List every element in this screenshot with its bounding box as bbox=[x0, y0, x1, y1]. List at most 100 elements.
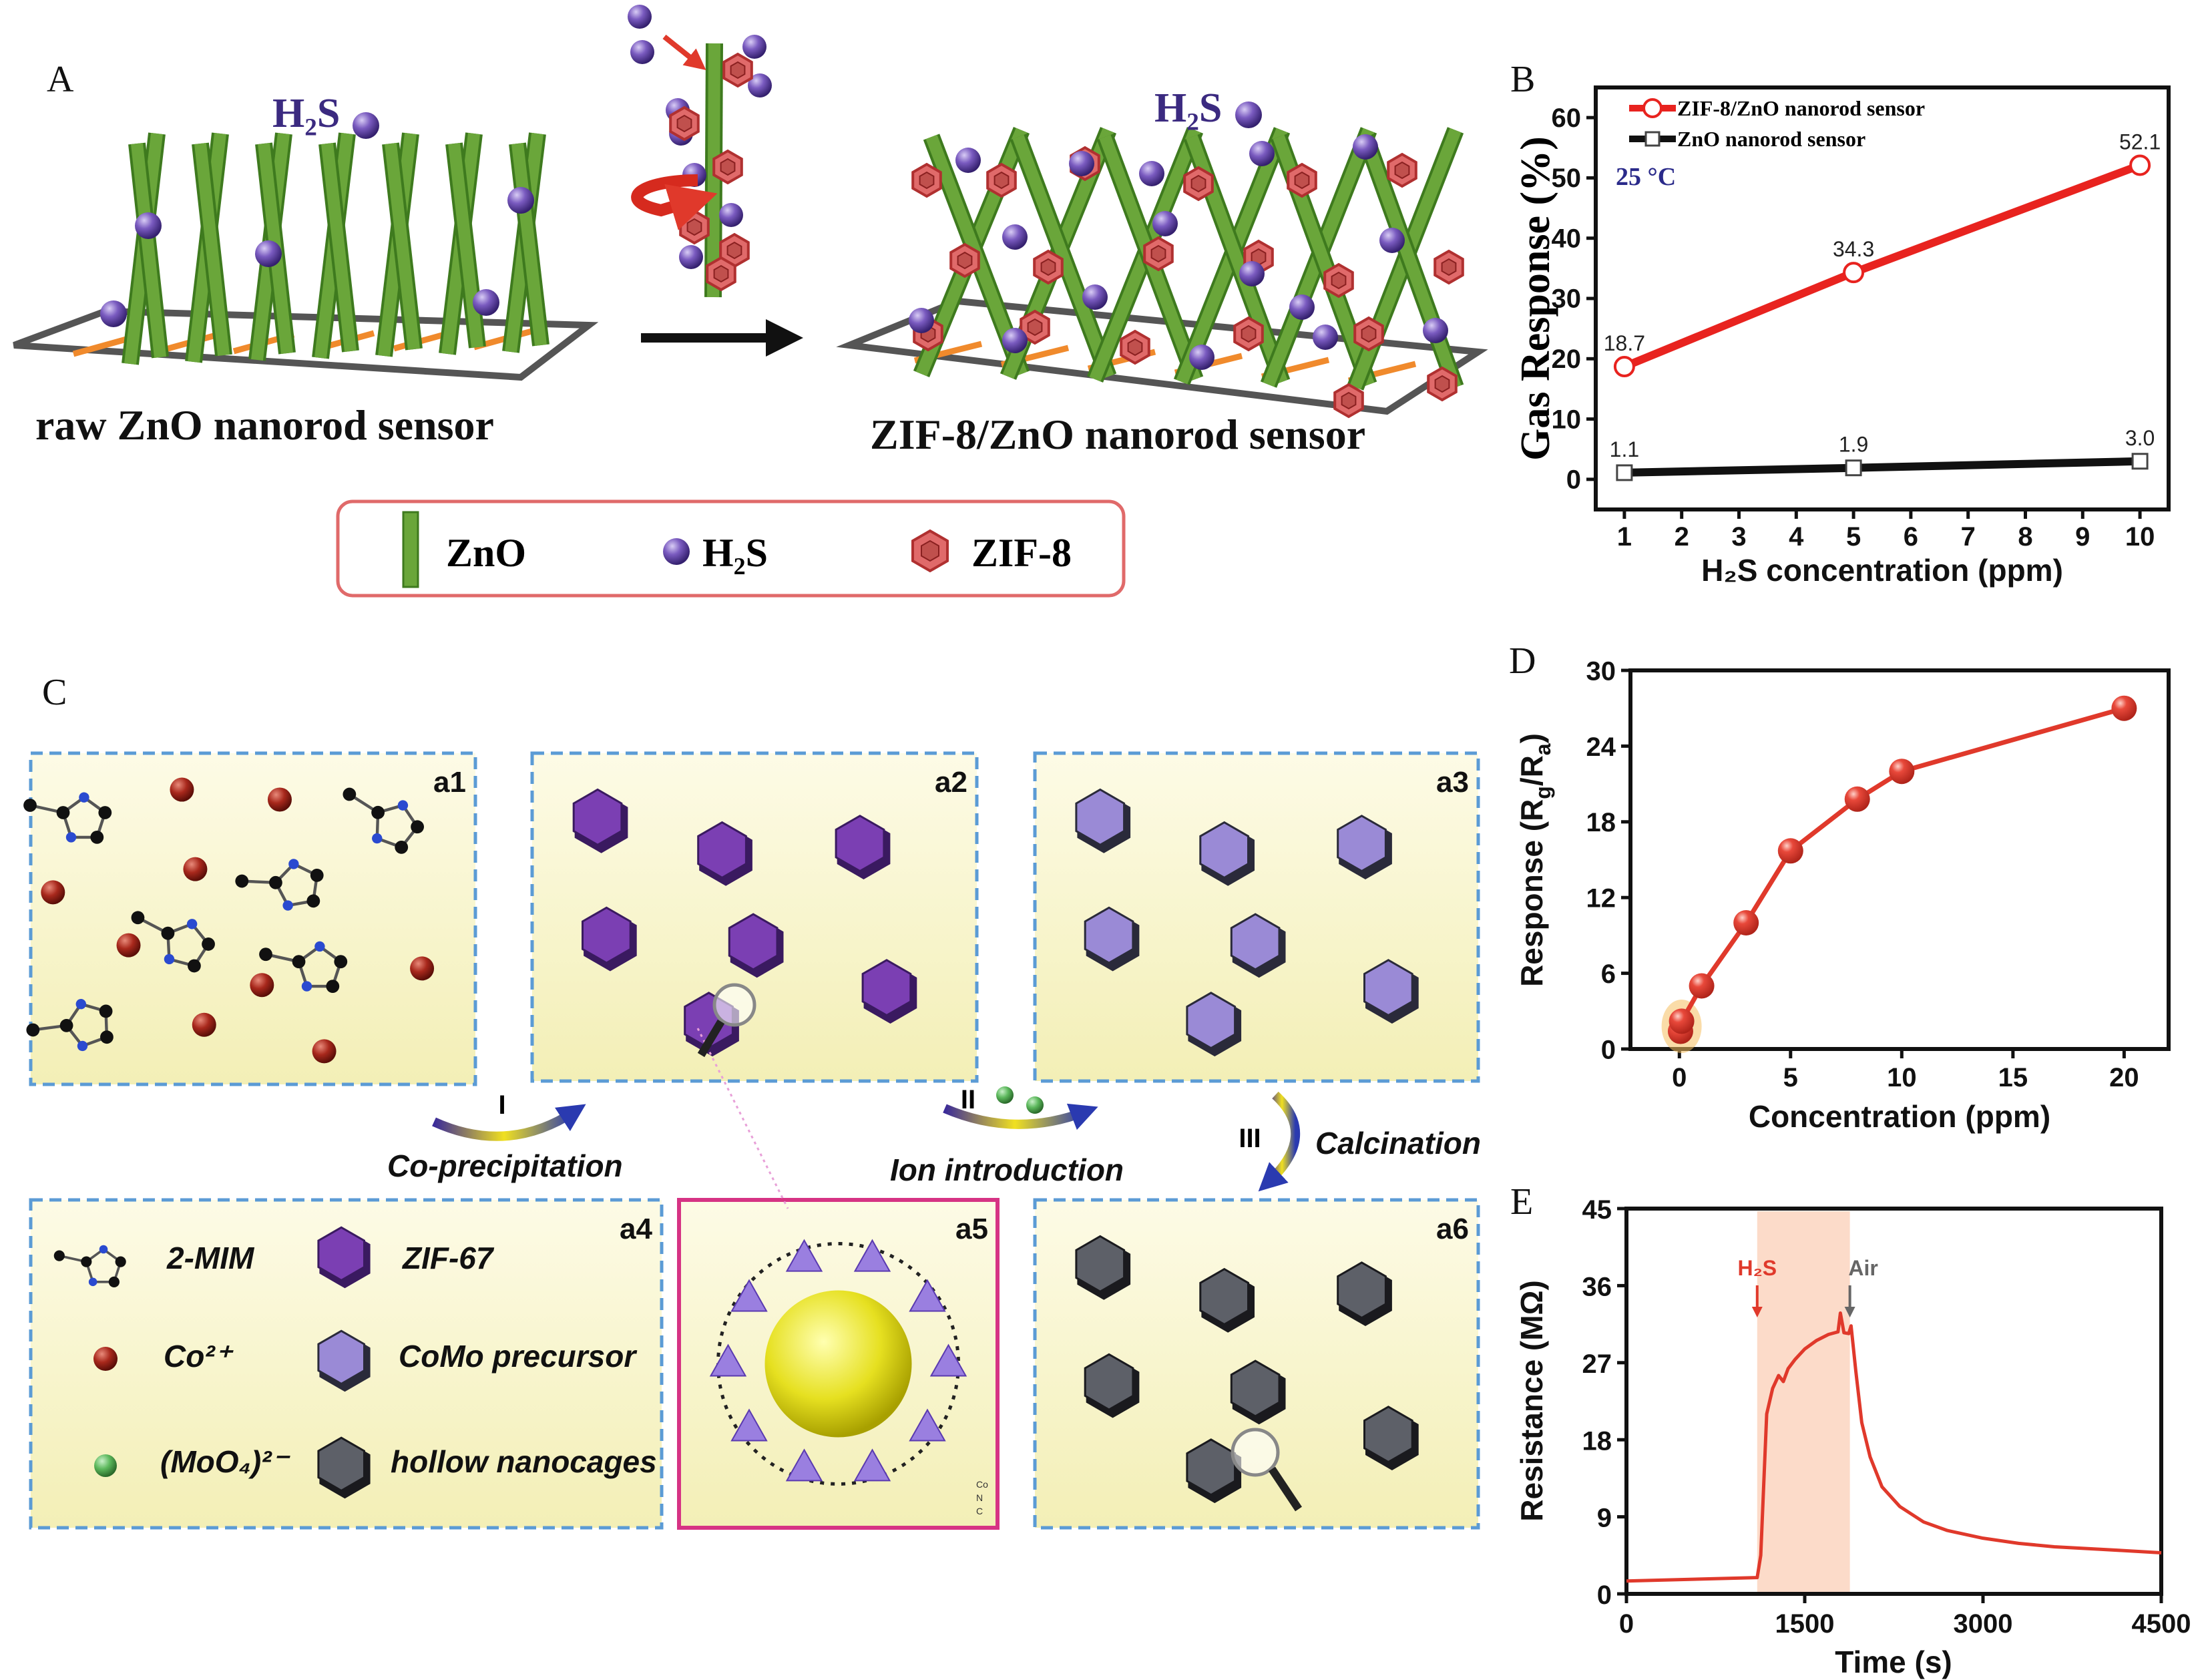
magnifier-handle bbox=[697, 1019, 725, 1058]
zoom-guide-line bbox=[696, 1028, 789, 1209]
x-tick-label: 1500 bbox=[1775, 1609, 1835, 1639]
y-axis-label-part: a bbox=[1531, 743, 1555, 755]
panel-c-synthesis-schematic: a1 a2 a3 a4 a5 a6 I Co-precipitation II Ion i… bbox=[23, 751, 1481, 1530]
zif67-crystal-face bbox=[835, 815, 885, 873]
step-i-arrow: I Co-precipitation bbox=[387, 1090, 623, 1183]
h2s-molecule bbox=[1002, 328, 1028, 353]
nitrogen-atom bbox=[79, 792, 89, 803]
coordination-tetrahedron bbox=[853, 1239, 891, 1272]
carbon-atom bbox=[235, 874, 249, 888]
h2s-molecule bbox=[507, 187, 534, 214]
nitrogen-atom bbox=[301, 981, 312, 992]
legend-marker bbox=[1642, 98, 1663, 118]
h2s-molecule bbox=[1139, 161, 1164, 186]
synthesis-box-a2: a2 bbox=[530, 751, 979, 1083]
panel-label-c: C bbox=[42, 672, 67, 713]
data-point-circle bbox=[2129, 154, 2151, 176]
y-tick-label: 40 bbox=[1552, 224, 1582, 253]
magnifier-icon bbox=[1231, 1428, 1280, 1477]
como-precursor-crystal bbox=[1337, 815, 1392, 879]
carbon-atom bbox=[395, 840, 409, 854]
h2s-molecule bbox=[100, 300, 127, 327]
zno-nanorod-highlight bbox=[511, 142, 547, 347]
y-tick-label: 36 bbox=[1582, 1273, 1612, 1302]
carbon-atom bbox=[99, 1004, 113, 1018]
carbon-atom bbox=[90, 830, 104, 844]
zif8-crystal-core bbox=[676, 114, 692, 133]
zif8-crystal-core bbox=[1241, 325, 1257, 343]
moo4-ion-icon bbox=[996, 1086, 1014, 1104]
h2s-molecule bbox=[1239, 261, 1265, 286]
h2s-molecule bbox=[353, 112, 379, 139]
y-tick-label: 10 bbox=[1552, 405, 1582, 434]
zif67-crystal-face bbox=[861, 959, 912, 1017]
y-tick-label: 45 bbox=[1582, 1195, 1612, 1225]
zif8-zno-nanorod-array bbox=[909, 127, 1464, 419]
2-mim-molecule bbox=[343, 787, 424, 854]
legend-2mim-label: 2-MIM bbox=[166, 1241, 255, 1275]
zif8-crystal-icon bbox=[706, 256, 736, 292]
carbon-atom bbox=[115, 1256, 126, 1267]
zif8-crystal-icon bbox=[1333, 383, 1364, 419]
hollow-nanocage-face bbox=[1230, 1359, 1281, 1418]
zif8-crystal-core bbox=[1027, 318, 1043, 337]
carbon-atom bbox=[269, 875, 282, 889]
x-tick-label: 6 bbox=[1904, 522, 1918, 552]
hollow-nanocage bbox=[1084, 1353, 1140, 1418]
zif8-crystal-icon bbox=[949, 242, 980, 278]
h2s-label-left: H₂S bbox=[272, 91, 340, 136]
zif8-crystal-icon bbox=[1120, 329, 1150, 365]
panel-label-b: B bbox=[1510, 59, 1535, 100]
synthesis-box-a1: a1 bbox=[23, 751, 477, 1086]
x-tick-label: 7 bbox=[1961, 522, 1976, 552]
x-axis-label: H₂S concentration (ppm) bbox=[1701, 553, 2063, 588]
coordination-tetrahedron bbox=[709, 1343, 747, 1377]
como-icon-face bbox=[317, 1329, 365, 1386]
2-mim-molecule bbox=[131, 911, 215, 973]
y-axis-label-part: g bbox=[1531, 786, 1555, 799]
step-iii-number: III bbox=[1239, 1124, 1261, 1153]
panel-a-legend: ZnO H₂S ZIF-8 bbox=[336, 499, 1126, 598]
x-tick-label: 5 bbox=[1846, 522, 1861, 552]
zif67-crystal-face bbox=[582, 906, 632, 964]
zif8-crystal-icon bbox=[1183, 166, 1214, 202]
series-line bbox=[1678, 706, 2125, 1032]
data-label: 18.7 bbox=[1604, 331, 1645, 355]
legend-hollow-label: hollow nanocages bbox=[391, 1444, 657, 1479]
zif67-crystal bbox=[697, 821, 752, 886]
hollow-nanocage-face bbox=[1084, 1353, 1134, 1411]
x-tick-label: 3 bbox=[1731, 522, 1746, 552]
zif67-crystal-face bbox=[728, 913, 779, 971]
electrode-line bbox=[72, 334, 135, 357]
y-tick-label: 18 bbox=[1582, 1426, 1612, 1456]
h2s-molecule bbox=[742, 35, 766, 59]
legend-label: ZIF-8/ZnO nanorod sensor bbox=[1677, 96, 1925, 120]
hollow-nanocage-face bbox=[1363, 1406, 1413, 1464]
panel-label-d: D bbox=[1509, 640, 1536, 682]
zno-rod-icon bbox=[402, 511, 419, 588]
step-iii-arrow: III Calcination bbox=[1239, 1091, 1481, 1192]
hollow-nanocage bbox=[1199, 1267, 1255, 1333]
event-annotation-label: Air bbox=[1848, 1256, 1878, 1280]
zif8-crystal-core bbox=[1394, 161, 1410, 180]
co-ion bbox=[41, 880, 65, 905]
data-point bbox=[1889, 759, 1915, 785]
legend-marker bbox=[1644, 131, 1661, 147]
data-point bbox=[1844, 786, 1870, 812]
chart-d-response-vs-concentration: 0 5 10 15 20 0 6 12 18 24 30 Concentration (ppm) Res… bbox=[1514, 656, 2171, 1134]
co-ion bbox=[250, 973, 274, 998]
h2s-molecule-icon bbox=[663, 538, 690, 565]
zif8-sensor-title: ZIF-8/ZnO nanorod sensor bbox=[870, 411, 1365, 458]
a5-legend-co: Co bbox=[976, 1479, 988, 1490]
y-axis-label: Resistance (MΩ) bbox=[1514, 1280, 1549, 1522]
y-axis-label: Response (Rg/Ra) bbox=[1514, 733, 1555, 987]
legend-co-ion-label: Co²⁺ bbox=[164, 1339, 234, 1374]
cage-cavity-sphere bbox=[764, 1290, 912, 1438]
zif8-crystal-core bbox=[1040, 258, 1056, 276]
chart-b-gas-response: 1 2 3 4 5 6 7 8 9 10 0 10 20 30 40 50 60 H₂S concentratio… bbox=[1513, 85, 2171, 588]
co-ion bbox=[116, 933, 141, 958]
zif8-crystal-core bbox=[726, 241, 742, 260]
single-nanorod-detail bbox=[628, 5, 772, 298]
zif8-crystal-core bbox=[720, 158, 736, 176]
